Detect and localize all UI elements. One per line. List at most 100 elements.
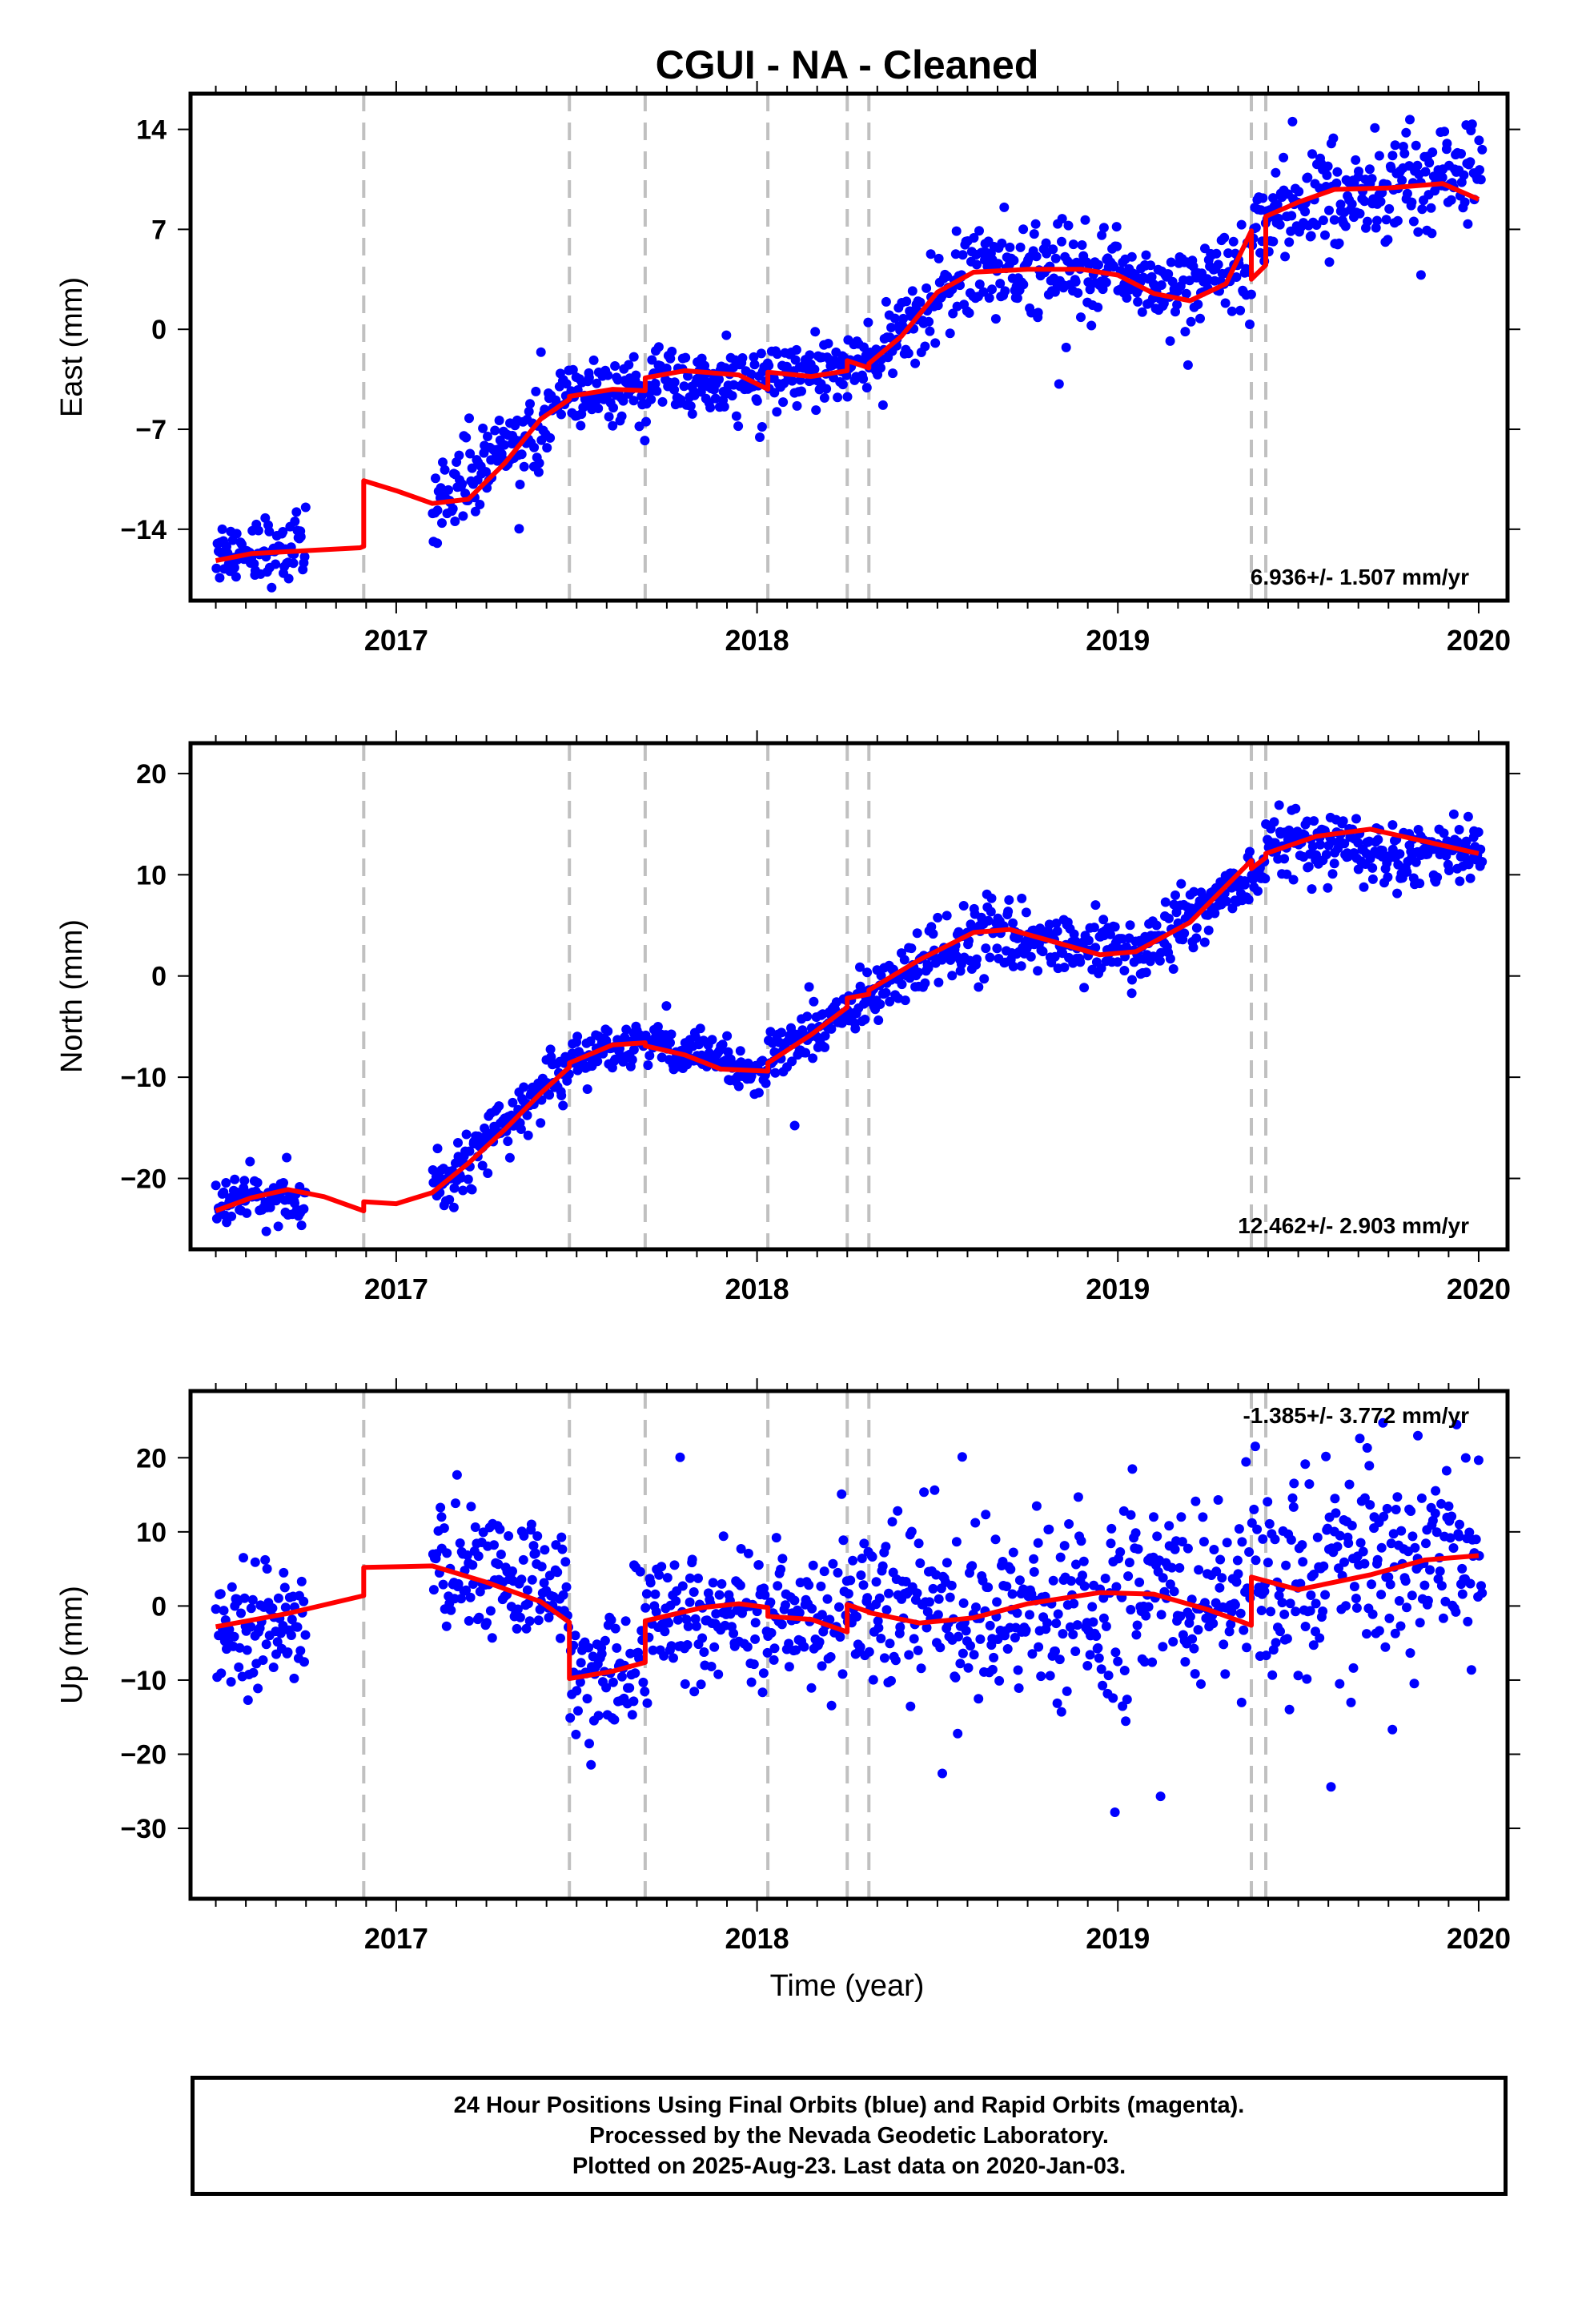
- up-data-point: [746, 1677, 757, 1687]
- up-data-point: [955, 1659, 966, 1669]
- up-data-point: [1168, 1637, 1178, 1647]
- up-data-point: [1267, 1670, 1278, 1680]
- up-data-point: [489, 1540, 499, 1550]
- east-y-tick-label: −14: [120, 515, 167, 545]
- up-data-point: [1133, 1544, 1143, 1554]
- north-data-point: [449, 1183, 460, 1193]
- up-data-point: [1068, 1630, 1078, 1639]
- north-data-point: [1188, 943, 1199, 953]
- up-data-point: [1330, 1494, 1340, 1504]
- east-data-point: [1371, 223, 1381, 233]
- up-data-point: [1187, 1634, 1198, 1644]
- east-data-point: [608, 403, 618, 413]
- up-data-point: [942, 1558, 952, 1568]
- up-data-point: [453, 1578, 464, 1589]
- north-data-point: [1444, 866, 1454, 875]
- east-data-point: [1146, 260, 1156, 271]
- east-data-point: [1098, 223, 1109, 233]
- up-data-point: [957, 1452, 967, 1462]
- up-data-point: [512, 1623, 522, 1634]
- east-data-point: [787, 376, 797, 386]
- up-data-point: [1365, 1500, 1375, 1510]
- up-data-point: [1233, 1569, 1243, 1579]
- up-data-point: [777, 1619, 787, 1630]
- up-data-point: [1071, 1559, 1081, 1570]
- up-data-point: [1191, 1496, 1201, 1506]
- up-data-point: [1347, 1521, 1357, 1530]
- north-data-point: [448, 1202, 459, 1212]
- up-data-point: [769, 1655, 779, 1665]
- east-data-point: [1018, 224, 1029, 235]
- up-data-point: [1286, 1534, 1296, 1545]
- up-data-point: [436, 1502, 446, 1513]
- up-data-point: [1402, 1602, 1411, 1613]
- up-data-point: [864, 1647, 874, 1657]
- east-data-point: [1328, 133, 1339, 143]
- east-data-point: [749, 352, 759, 362]
- up-data-point: [1170, 1544, 1180, 1554]
- north-data-point: [804, 982, 814, 992]
- up-data-point: [1110, 1807, 1120, 1817]
- east-data-point: [1030, 219, 1041, 229]
- up-data-point: [1348, 1663, 1359, 1673]
- east-data-point: [431, 473, 440, 484]
- up-data-point: [1406, 1506, 1416, 1516]
- up-data-point: [1410, 1542, 1420, 1553]
- east-data-point: [679, 381, 689, 392]
- north-data-point: [1156, 947, 1166, 958]
- east-data-point: [1323, 161, 1333, 171]
- up-data-point: [1367, 1579, 1376, 1590]
- up-data-point: [575, 1677, 585, 1687]
- up-data-point: [717, 1578, 727, 1589]
- east-data-point: [811, 405, 821, 416]
- east-data-point: [616, 411, 627, 421]
- up-data-point: [771, 1533, 781, 1543]
- up-data-point: [1079, 1581, 1090, 1591]
- east-data-point: [1070, 276, 1081, 287]
- up-data-point: [576, 1658, 586, 1668]
- north-data-point: [733, 1081, 744, 1092]
- up-data-point: [1427, 1515, 1438, 1526]
- up-data-point: [1306, 1590, 1316, 1600]
- up-data-point: [833, 1567, 843, 1578]
- north-data-point: [958, 901, 969, 911]
- north-data-point: [603, 1026, 613, 1036]
- north-data-point: [299, 1204, 309, 1214]
- east-data-point: [1005, 242, 1015, 252]
- up-data-point: [909, 1634, 919, 1644]
- east-data-point: [641, 416, 651, 427]
- north-y-tick-label: 10: [136, 860, 167, 891]
- up-data-point: [895, 1622, 905, 1632]
- north-data-point: [1454, 825, 1464, 834]
- east-data-point: [805, 350, 815, 360]
- up-data-point: [1344, 1479, 1355, 1490]
- east-data-point: [1094, 259, 1103, 270]
- east-data-point: [993, 259, 1003, 269]
- up-data-point: [296, 1576, 307, 1586]
- up-data-point: [1087, 1602, 1098, 1612]
- north-data-point: [942, 911, 952, 921]
- up-data-point: [1152, 1531, 1162, 1542]
- north-data-point: [1170, 890, 1180, 900]
- east-data-point: [1180, 327, 1191, 337]
- up-data-point: [868, 1675, 878, 1685]
- east-data-point: [930, 338, 941, 348]
- east-data-point: [464, 413, 474, 424]
- up-data-point: [527, 1574, 537, 1585]
- up-data-point: [886, 1675, 896, 1686]
- up-data-point: [970, 1518, 981, 1528]
- north-data-point: [983, 915, 994, 926]
- up-data-point: [1230, 1600, 1240, 1610]
- east-data-point: [687, 408, 697, 419]
- north-data-point: [1455, 876, 1465, 887]
- north-data-point: [1315, 839, 1326, 850]
- north-data-point: [1191, 933, 1202, 943]
- up-data-point: [934, 1594, 944, 1604]
- up-data-point: [1215, 1554, 1226, 1565]
- up-data-point: [912, 1588, 922, 1598]
- up-data-point: [1175, 1611, 1186, 1622]
- up-data-point: [1271, 1638, 1281, 1648]
- up-data-point: [1259, 1586, 1270, 1597]
- up-data-point: [1263, 1558, 1273, 1568]
- up-data-point: [1407, 1590, 1417, 1601]
